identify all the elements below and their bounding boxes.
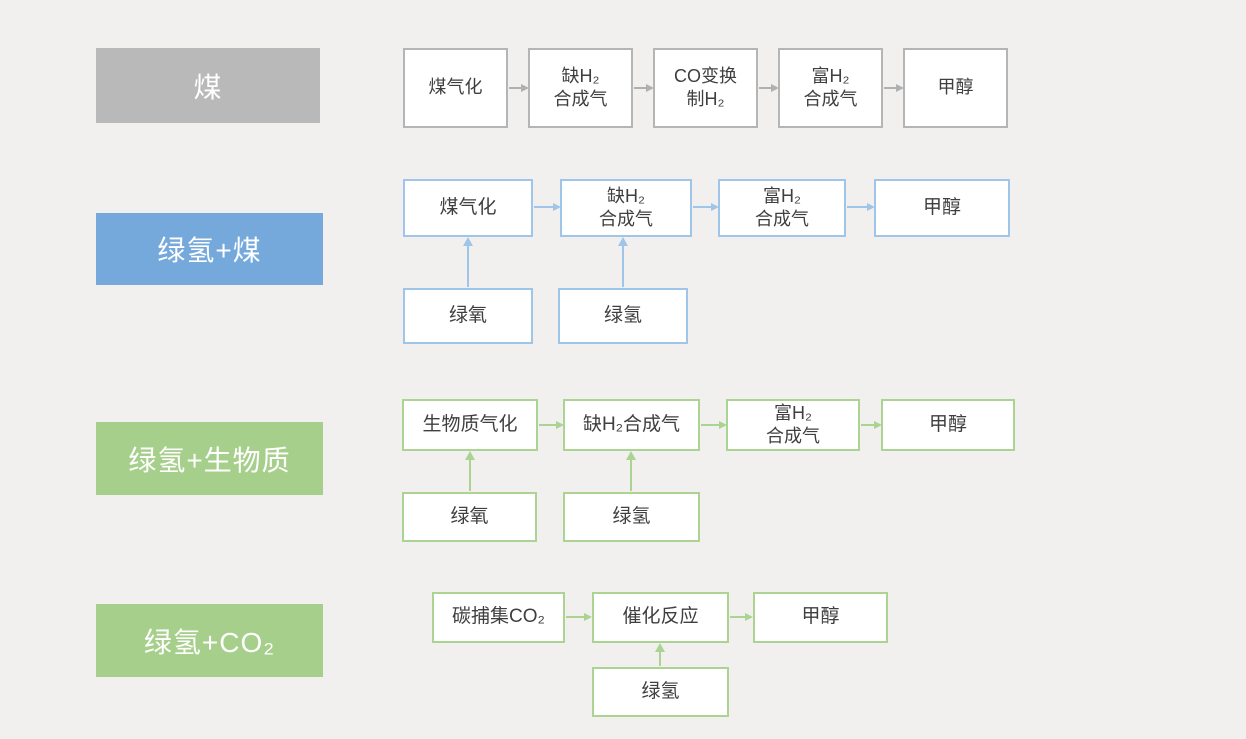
arrow-right-icon (847, 203, 875, 211)
row-label-green-h2-biomass: 绿氢+生物质 (96, 422, 323, 495)
box-green-hydrogen: 绿氢 (563, 492, 700, 542)
arrow-right-icon (634, 84, 654, 92)
arrow-right-icon (693, 203, 719, 211)
box-h2-rich-syngas: 富H₂ 合成气 (718, 179, 846, 237)
arrow-right-icon (884, 84, 904, 92)
row-label-coal: 煤 (96, 48, 320, 123)
box-co-shift-h2: CO变换 制H₂ (653, 48, 758, 128)
box-h2-lean-syngas: 缺H₂合成气 (563, 399, 700, 451)
box-biomass-gasification: 生物质气化 (402, 399, 538, 451)
box-green-oxygen: 绿氧 (402, 492, 537, 542)
box-h2-rich-syngas: 富H₂ 合成气 (726, 399, 860, 451)
box-carbon-capture-co2: 碳捕集CO₂ (432, 592, 565, 643)
box-methanol: 甲醇 (903, 48, 1008, 128)
arrow-up-icon (618, 237, 628, 287)
box-green-hydrogen: 绿氢 (558, 288, 688, 344)
box-methanol: 甲醇 (881, 399, 1015, 451)
arrow-up-icon (626, 451, 636, 491)
arrow-right-icon (539, 421, 564, 429)
box-coal-gasification: 煤气化 (403, 48, 508, 128)
box-h2-rich-syngas: 富H₂ 合成气 (778, 48, 883, 128)
box-green-hydrogen: 绿氢 (592, 667, 729, 717)
box-green-oxygen: 绿氧 (403, 288, 533, 344)
row-label-green-h2-coal: 绿氢+煤 (96, 213, 323, 285)
arrow-right-icon (730, 613, 753, 621)
arrow-up-icon (465, 451, 475, 491)
box-h2-lean-syngas: 缺H₂ 合成气 (560, 179, 692, 237)
arrow-right-icon (509, 84, 529, 92)
box-catalytic-reaction: 催化反应 (592, 592, 729, 643)
box-methanol: 甲醇 (753, 592, 888, 643)
arrow-up-icon (463, 237, 473, 287)
arrow-up-icon (655, 643, 665, 666)
arrow-right-icon (861, 421, 882, 429)
row-label-green-h2-co2: 绿氢+CO₂ (96, 604, 323, 677)
arrow-right-icon (759, 84, 779, 92)
arrow-right-icon (534, 203, 561, 211)
box-coal-gasification: 煤气化 (403, 179, 533, 237)
box-h2-lean-syngas: 缺H₂ 合成气 (528, 48, 633, 128)
arrow-right-icon (701, 421, 727, 429)
arrow-right-icon (566, 613, 592, 621)
box-methanol: 甲醇 (874, 179, 1010, 237)
